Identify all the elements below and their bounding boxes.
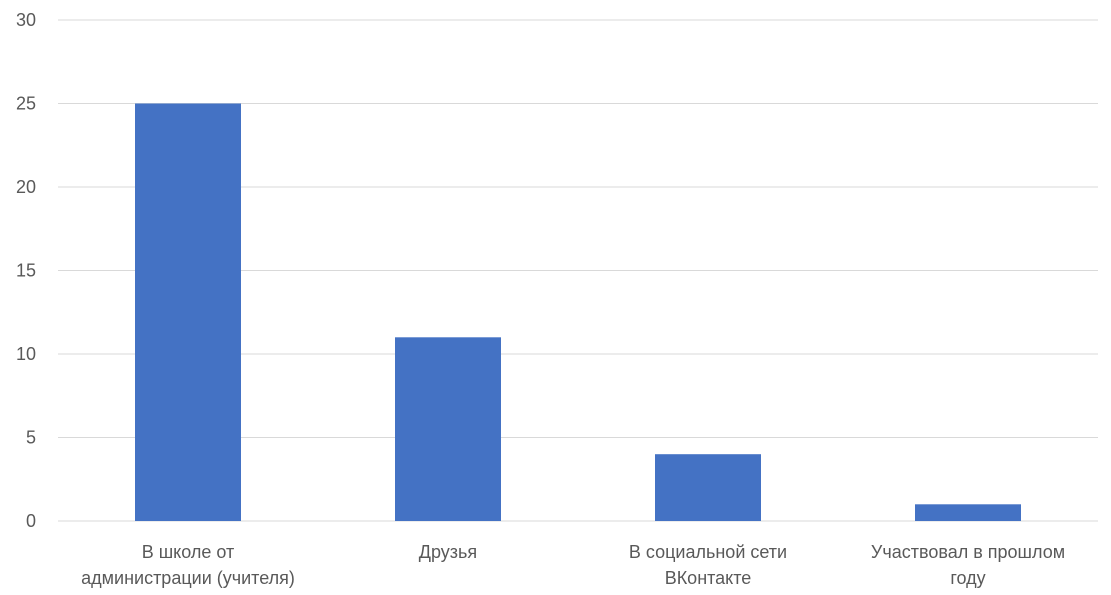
bars bbox=[135, 103, 1021, 521]
x-category-label-line: Друзья bbox=[419, 542, 477, 562]
x-category-label: Друзья bbox=[419, 542, 477, 562]
bar bbox=[395, 337, 501, 521]
x-category-label-line: ВКонтакте bbox=[665, 568, 752, 588]
x-category-label-line: Участвовал в прошлом bbox=[871, 542, 1065, 562]
x-category-label-line: администрации (учителя) bbox=[81, 568, 295, 588]
bar bbox=[915, 504, 1021, 521]
x-axis-labels: В школе от администрации (учителя) Друзья В… bbox=[81, 542, 1065, 588]
y-tick-label: 30 bbox=[16, 10, 36, 30]
y-tick-label: 20 bbox=[16, 177, 36, 197]
x-category-label-line: году bbox=[950, 568, 985, 588]
bar bbox=[135, 103, 241, 521]
x-category-label: В социальной сети ВКонтакте bbox=[629, 542, 787, 588]
x-category-label-line: В школе от bbox=[142, 542, 235, 562]
y-tick-label: 10 bbox=[16, 344, 36, 364]
x-category-label-line: В социальной сети bbox=[629, 542, 787, 562]
x-category-label: Участвовал в прошлом году bbox=[871, 542, 1065, 588]
x-category-label: В школе от администрации (учителя) bbox=[81, 542, 295, 588]
y-tick-label: 15 bbox=[16, 261, 36, 281]
y-tick-label: 5 bbox=[26, 428, 36, 448]
y-axis-ticks: 0 5 10 15 20 25 30 bbox=[16, 10, 36, 531]
y-tick-label: 25 bbox=[16, 94, 36, 114]
y-tick-label: 0 bbox=[26, 511, 36, 531]
bar bbox=[655, 454, 761, 521]
